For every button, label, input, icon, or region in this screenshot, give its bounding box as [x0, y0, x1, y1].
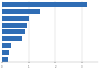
Bar — [2, 36, 22, 41]
Bar — [2, 43, 11, 48]
Bar — [2, 2, 87, 7]
Bar — [2, 9, 40, 14]
Bar — [2, 23, 27, 28]
Bar — [2, 50, 9, 55]
Bar — [2, 16, 29, 21]
Bar — [2, 57, 8, 62]
Bar — [2, 29, 26, 35]
